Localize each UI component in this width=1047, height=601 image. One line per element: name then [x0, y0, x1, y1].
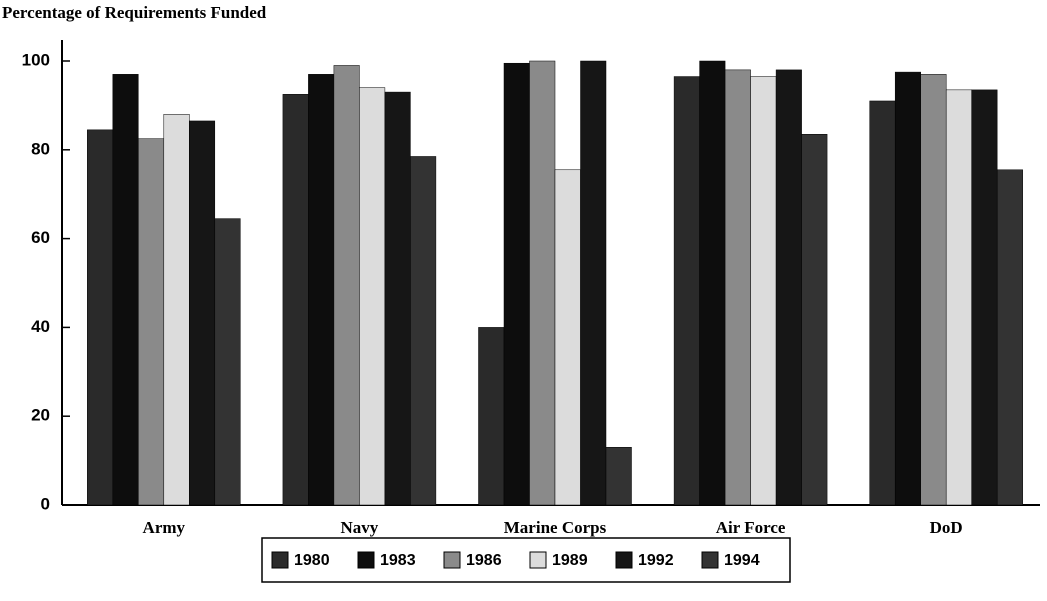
- bar: [869, 100, 896, 506]
- bar: [605, 447, 632, 506]
- x-tick-label: DoD: [930, 518, 963, 537]
- legend-label: 1980: [294, 552, 330, 569]
- legend-swatch: [357, 551, 375, 569]
- legend-swatch: [443, 551, 461, 569]
- x-tick-label: Navy: [341, 518, 379, 537]
- bar: [801, 134, 828, 506]
- bar: [138, 138, 165, 506]
- bar: [410, 156, 437, 506]
- bar: [699, 60, 726, 506]
- y-tick-label: 80: [31, 139, 50, 158]
- bar: [359, 87, 386, 506]
- legend-label: 1994: [724, 552, 760, 569]
- bar: [945, 89, 972, 506]
- bar: [214, 218, 241, 506]
- legend-swatch: [271, 551, 289, 569]
- y-tick-label: 100: [22, 50, 50, 69]
- legend-label: 1986: [466, 552, 502, 569]
- bar: [478, 327, 505, 506]
- bar: [554, 169, 581, 506]
- bar: [112, 74, 139, 506]
- bar: [163, 114, 190, 506]
- bar: [333, 65, 360, 506]
- bar: [775, 69, 802, 506]
- bar: [750, 76, 777, 506]
- bar: [673, 76, 700, 506]
- bar: [87, 129, 114, 506]
- bar: [580, 60, 607, 506]
- bar: [308, 74, 335, 506]
- legend-swatch: [701, 551, 719, 569]
- bar: [971, 89, 998, 506]
- x-tick-label: Marine Corps: [504, 518, 607, 537]
- legend-swatch: [529, 551, 547, 569]
- bar: [920, 74, 947, 506]
- y-tick-label: 60: [31, 228, 50, 247]
- chart-title: Percentage of Requirements Funded: [2, 3, 267, 22]
- legend-label: 1989: [552, 552, 588, 569]
- x-tick-label: Air Force: [716, 518, 786, 537]
- legend-swatch: [615, 551, 633, 569]
- legend-label: 1992: [638, 552, 674, 569]
- y-tick-label: 0: [41, 494, 50, 513]
- x-tick-label: Army: [143, 518, 186, 537]
- bar: [503, 62, 530, 506]
- y-tick-label: 20: [31, 406, 50, 425]
- bar: [189, 120, 216, 506]
- bar: [529, 60, 556, 506]
- legend-label: 1983: [380, 552, 416, 569]
- y-tick-label: 40: [31, 317, 50, 336]
- bar: [724, 69, 751, 506]
- bar: [282, 94, 309, 506]
- bar: [996, 169, 1023, 506]
- bar: [894, 71, 921, 506]
- legend-box: [261, 537, 791, 583]
- bar: [384, 91, 411, 506]
